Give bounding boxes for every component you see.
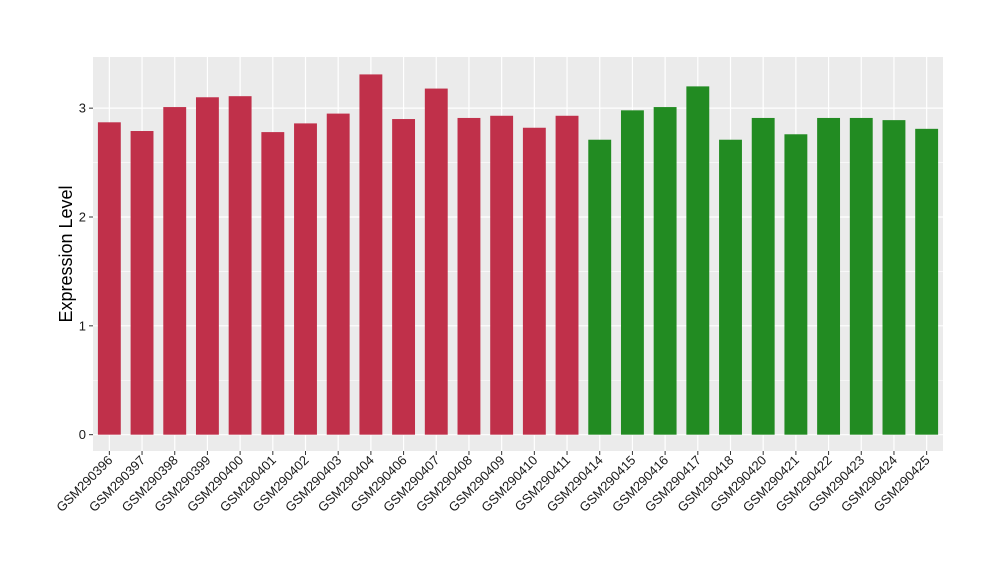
bar — [686, 86, 710, 435]
bar — [163, 107, 187, 435]
bar — [195, 97, 219, 435]
bar — [522, 127, 546, 435]
bar — [130, 131, 154, 435]
bar — [653, 107, 677, 435]
bar — [392, 119, 416, 435]
bars — [97, 74, 939, 435]
y-tick-label: 0 — [79, 427, 86, 442]
bar — [359, 74, 383, 435]
bar — [849, 117, 873, 435]
plot-panel — [93, 57, 943, 451]
bar — [294, 123, 317, 435]
bar — [915, 128, 939, 435]
y-tick-label: 1 — [79, 318, 86, 333]
bar — [228, 96, 252, 435]
bar — [326, 113, 350, 435]
bar — [817, 117, 841, 435]
bar — [457, 117, 481, 435]
y-axis-title: Expression Level — [56, 185, 76, 322]
y-axis: 0 1 2 3 — [79, 101, 93, 442]
bar — [719, 139, 742, 435]
bar — [588, 139, 612, 435]
bar — [751, 117, 775, 435]
bar — [555, 115, 579, 435]
y-tick-label: 2 — [79, 209, 86, 224]
bar — [784, 134, 808, 435]
y-tick-label: 3 — [79, 101, 86, 116]
bar — [490, 115, 514, 435]
bar — [261, 132, 285, 435]
bar — [97, 122, 121, 435]
x-axis: GSM290396GSM290397GSM290398GSM290399GSM2… — [53, 451, 933, 515]
bar — [620, 110, 644, 435]
bar — [424, 88, 448, 435]
bar — [882, 120, 906, 435]
